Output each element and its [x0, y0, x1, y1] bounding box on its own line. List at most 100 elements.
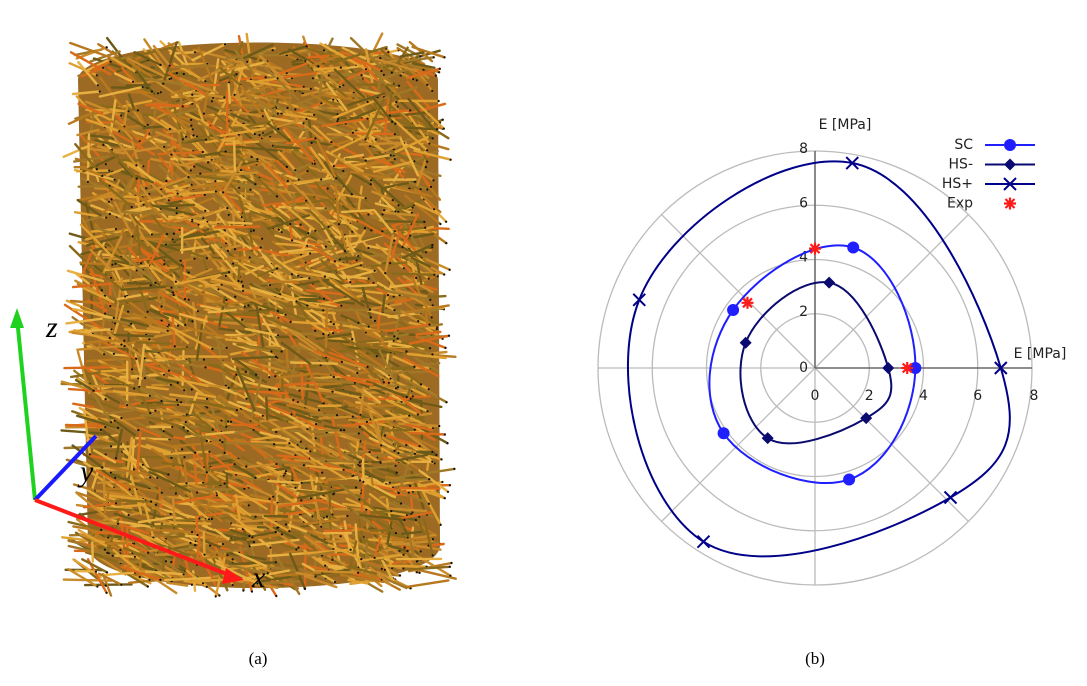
fiber-end: [185, 136, 187, 138]
fiber-end: [114, 322, 116, 324]
fiber-end: [281, 533, 283, 535]
fiber-end: [314, 330, 316, 332]
legend-label: HS+: [942, 176, 973, 192]
fiber-end: [412, 78, 414, 80]
y-axis-label: E [MPa]: [819, 117, 872, 133]
fiber-end: [221, 441, 223, 443]
fiber-end: [413, 366, 415, 368]
fiber-end: [298, 179, 300, 181]
fiber-end: [284, 314, 286, 316]
fiber-end: [339, 259, 341, 261]
fiber-end: [176, 399, 178, 401]
fiber-end: [444, 347, 446, 349]
fiber-end: [342, 84, 344, 86]
fiber-end: [330, 141, 332, 143]
fiber-end: [132, 235, 134, 237]
fiber-end: [330, 321, 332, 323]
fiber-end: [332, 99, 334, 101]
fiber-end: [110, 445, 112, 447]
fiber: [301, 361, 302, 399]
fiber: [170, 523, 211, 524]
fiber-end: [281, 350, 283, 352]
fiber-end: [204, 210, 206, 212]
fiber-end: [177, 193, 179, 195]
fiber-end: [350, 549, 352, 551]
fiber: [346, 159, 366, 160]
fiber-end: [251, 156, 253, 158]
fiber-end: [150, 501, 152, 503]
caption: (b): [805, 649, 825, 668]
x-tick-label: 8: [1030, 388, 1039, 404]
fiber: [197, 517, 198, 535]
fiber-end: [192, 128, 194, 130]
fiber-end: [162, 83, 164, 85]
fiber-end: [203, 359, 205, 361]
fiber-end: [297, 547, 299, 549]
fiber: [315, 571, 358, 573]
fiber-end: [343, 469, 345, 471]
fiber: [383, 430, 415, 431]
fiber-end: [393, 240, 395, 242]
fiber-end: [374, 557, 376, 559]
fiber-end: [304, 588, 306, 590]
fiber-end: [358, 432, 360, 434]
fiber-end: [395, 465, 397, 467]
polar-chart: 0022446688E [MPa]E [MPa]SCHS-HS+Exp: [598, 117, 1066, 585]
legend-label: SC: [954, 137, 973, 153]
fiber-end: [295, 300, 297, 302]
fiber: [387, 566, 427, 567]
fiber-end: [369, 145, 371, 147]
fiber-end: [415, 277, 417, 279]
legend-marker: [1004, 139, 1016, 151]
fiber-end: [134, 556, 136, 558]
fiber-end: [412, 395, 414, 397]
fiber-end: [429, 299, 431, 301]
fiber-end: [101, 466, 103, 468]
fiber-end: [115, 263, 117, 265]
fiber-end: [397, 386, 399, 388]
marker: [740, 337, 752, 349]
fiber-end: [202, 582, 204, 584]
fiber-end: [103, 353, 105, 355]
fiber-end: [397, 452, 399, 454]
fiber-end: [384, 569, 386, 571]
fiber-end: [105, 585, 107, 587]
fiber-end: [291, 239, 293, 241]
x-tick-label: 0: [811, 388, 820, 404]
fiber-end: [420, 383, 422, 385]
fiber-end: [196, 534, 198, 536]
fiber-end: [224, 452, 226, 454]
fiber-end: [166, 233, 168, 235]
fiber-end: [232, 558, 234, 560]
fiber-end: [241, 281, 243, 283]
fiber-end: [277, 334, 279, 336]
fiber-end: [366, 118, 368, 120]
fiber-end: [332, 493, 334, 495]
fiber: [266, 398, 267, 420]
fiber-end: [318, 409, 320, 411]
fiber-end: [159, 64, 161, 66]
fiber: [362, 482, 364, 511]
fiber-end: [100, 529, 102, 531]
fiber: [231, 388, 270, 389]
fiber-end: [106, 552, 108, 554]
fiber-end: [389, 262, 391, 264]
fiber-end: [251, 536, 253, 538]
fiber: [228, 223, 251, 224]
fiber: [173, 497, 175, 521]
fiber-end: [110, 198, 112, 200]
fiber-end: [394, 158, 396, 160]
fiber: [395, 539, 433, 540]
fiber-end: [224, 482, 226, 484]
fiber-end: [170, 561, 172, 563]
fiber-end: [198, 517, 200, 519]
fiber-end: [144, 377, 146, 379]
y-tick-label: 2: [799, 304, 808, 320]
fiber-end: [432, 137, 434, 139]
fiber-end: [191, 184, 193, 186]
arrow-head: [10, 308, 24, 328]
fiber-end: [295, 548, 297, 550]
fiber-end: [357, 572, 359, 574]
fiber-end: [144, 357, 146, 359]
fiber-end: [258, 134, 260, 136]
